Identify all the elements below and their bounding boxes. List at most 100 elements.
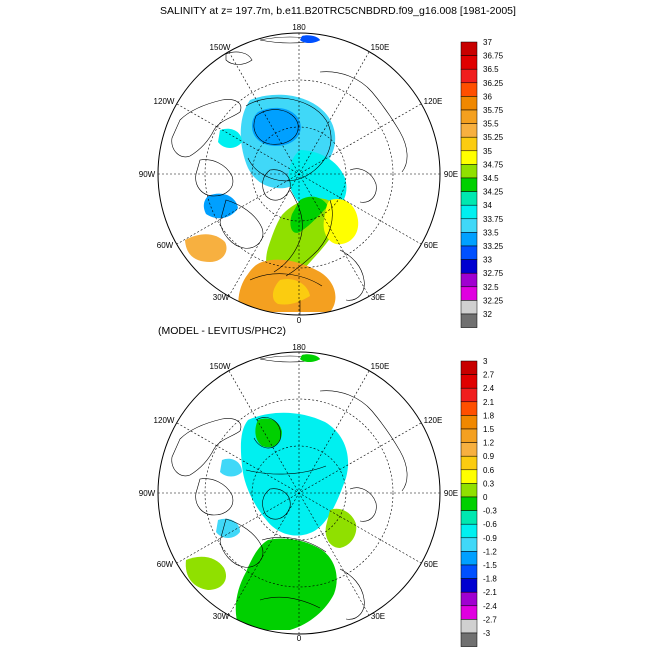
top-colorbar-box-6 [460, 123, 478, 138]
top-colorbar-box-20 [460, 313, 478, 328]
bottom-lon-60e: 60E [424, 560, 438, 569]
bottom-colorbar-label-18: -2.4 [483, 602, 497, 611]
top-colorbar-label-16: 33 [483, 256, 492, 265]
bottom-map-title: (MODEL - LEVITUS/PHC2) [158, 325, 286, 337]
top-colorbar-label-1: 36.75 [483, 52, 504, 61]
top-map-title: SALINITY at z= 197.7m, b.e11.B20TRC5CNBD… [160, 5, 516, 17]
top-colorbar-box-4 [460, 96, 478, 111]
top-colorbar-label-7: 35.25 [483, 133, 504, 142]
top-lon-60e: 60E [424, 241, 438, 250]
bottom-colorbar-label-12: -0.6 [483, 520, 497, 529]
top-lon-30w: 30W [213, 293, 230, 302]
top-lon-120e: 120E [424, 97, 443, 106]
top-colorbar-box-0 [460, 41, 478, 56]
top-colorbar-box-19 [460, 300, 478, 315]
top-graticule [158, 33, 440, 315]
top-colorbar-box-13 [460, 218, 478, 233]
bottom-lon-120e: 120E [424, 416, 443, 425]
bottom-colorbar-label-5: 1.5 [483, 425, 495, 434]
bottom-lon-150w: 150W [210, 362, 231, 371]
bottom-colorbar-box-9 [460, 483, 478, 498]
bottom-colorbar-box-2 [460, 387, 478, 403]
bottom-colorbar-label-4: 1.8 [483, 411, 495, 420]
bottom-colorbar-box-10 [460, 496, 478, 511]
bottom-colorbar-box-4 [460, 415, 478, 430]
top-colorbar-box-3 [460, 82, 478, 97]
bottom-graticule [158, 352, 440, 634]
bottom-colorbar-box-18 [460, 605, 478, 620]
top-lon-30e: 30E [371, 293, 385, 302]
top-colorbar-label-20: 32 [483, 310, 492, 319]
bottom-colorbar-label-15: -1.5 [483, 561, 497, 570]
top-colorbar-label-15: 33.25 [483, 242, 504, 251]
top-colorbar-label-12: 34 [483, 201, 492, 210]
top-colorbar-box-5 [460, 109, 478, 124]
top-lon-0: 0 [297, 316, 302, 325]
top-colorbar-box-1 [460, 55, 478, 70]
top-lon-90w: 90W [139, 170, 156, 179]
top-colorbar-box-15 [460, 245, 478, 260]
top-colorbar-box-18 [460, 286, 478, 301]
bottom-colorbar-label-13: -0.9 [483, 534, 497, 543]
top-colorbar-label-0: 37 [483, 38, 492, 47]
bottom-colorbar-label-11: -0.3 [483, 507, 497, 516]
bottom-lon-60w: 60W [157, 560, 174, 569]
bottom-colorbar-box-15 [460, 564, 478, 579]
top-colorbar-label-19: 32.25 [483, 296, 504, 305]
top-lon-120w: 120W [154, 97, 175, 106]
bottom-colorbar-box-7 [460, 455, 478, 471]
top-colorbar-box-14 [460, 232, 478, 247]
top-colorbar: 37 36.75 36.5 36.25 36 35.75 35.5 35.25 35 34.75 3… [460, 38, 504, 328]
top-colorbar-label-5: 35.75 [483, 106, 504, 115]
top-colorbar-label-18: 32.5 [483, 283, 499, 292]
top-colorbar-label-4: 36 [483, 92, 492, 101]
top-colorbar-label-8: 35 [483, 147, 492, 156]
top-colorbar-label-6: 35.5 [483, 120, 499, 129]
top-colorbar-label-10: 34.5 [483, 174, 499, 183]
bottom-colorbar-label-17: -2.1 [483, 588, 497, 597]
bottom-lon-120w: 120W [154, 416, 175, 425]
top-lon-60w: 60W [157, 241, 174, 250]
bottom-lon-30e: 30E [371, 612, 385, 621]
bottom-colorbar-box-20 [460, 632, 478, 647]
top-colorbar-label-2: 36.5 [483, 65, 499, 74]
bottom-lon-150e: 150E [371, 362, 390, 371]
top-colorbar-box-11 [460, 191, 478, 206]
top-contours [245, 97, 333, 287]
top-colorbar-label-17: 32.75 [483, 269, 504, 278]
bottom-colorbar-box-17 [460, 591, 478, 607]
top-colorbar-label-14: 33.5 [483, 228, 499, 237]
bottom-colorbar-label-9: 0.3 [483, 479, 495, 488]
bottom-colorbar-label-6: 1.2 [483, 439, 495, 448]
top-polar-map: 180 150W 150E 120W 120E 90W 90E 60W 60E … [139, 23, 458, 325]
bottom-colorbar-label-14: -1.2 [483, 547, 497, 556]
bottom-colorbar-box-13 [460, 537, 478, 552]
bottom-colorbar-box-0 [460, 360, 478, 375]
bottom-colorbar-box-19 [460, 619, 478, 634]
bottom-colorbar-label-2: 2.4 [483, 384, 495, 393]
top-colorbar-label-13: 33.75 [483, 215, 504, 224]
bottom-polar-map: 180 150W 150E 120W 120E 90W 90E 60W 60E … [139, 343, 458, 643]
top-colorbar-label-11: 34.25 [483, 188, 504, 197]
bottom-colorbar-box-1 [460, 374, 478, 389]
top-colorbar-label-3: 36.25 [483, 79, 504, 88]
bottom-lon-0: 0 [297, 634, 302, 643]
bottom-colorbar-label-3: 2.1 [483, 398, 495, 407]
top-coastlines [171, 36, 408, 315]
top-lon-90e: 90E [444, 170, 458, 179]
top-colorbar-box-9 [460, 164, 478, 179]
top-colorbar-box-7 [460, 136, 478, 152]
bottom-colorbar-label-20: -3 [483, 629, 491, 638]
bottom-colorbar-box-6 [460, 442, 478, 457]
bottom-colorbar-label-10: 0 [483, 493, 488, 502]
bottom-bering-strait-patch [300, 354, 320, 362]
bottom-colorbar-label-8: 0.6 [483, 466, 495, 475]
bottom-colorbar-label-1: 2.7 [483, 371, 495, 380]
top-map-boundary [157, 32, 441, 316]
bottom-map-boundary [157, 351, 441, 635]
bottom-lon-30w: 30W [213, 612, 230, 621]
top-colorbar-box-2 [460, 68, 478, 84]
top-colorbar-box-17 [460, 272, 478, 288]
top-colorbar-box-10 [460, 177, 478, 192]
